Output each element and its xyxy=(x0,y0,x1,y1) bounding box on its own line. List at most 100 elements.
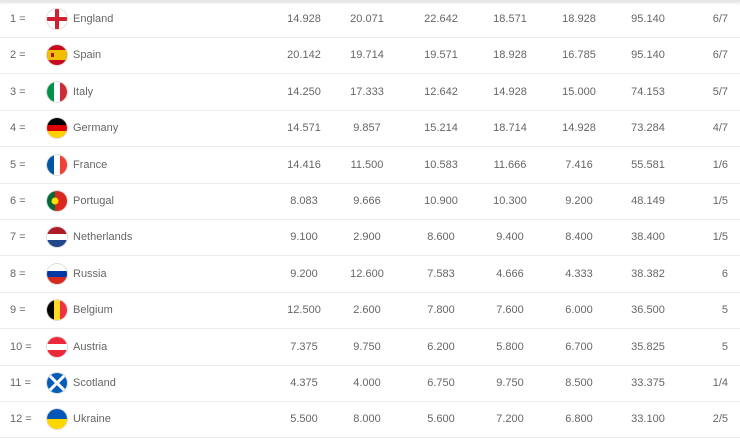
england-flag-icon xyxy=(47,9,67,29)
score-cell: 16.785 xyxy=(562,49,596,62)
score-cell: 9.100 xyxy=(290,231,318,244)
country-name[interactable]: Germany xyxy=(73,122,119,135)
rank: 1 = xyxy=(10,13,26,25)
country-name[interactable]: Scotland xyxy=(73,377,116,389)
score-cell: 9.200 xyxy=(290,267,318,280)
score-cell: 17.333 xyxy=(350,85,384,98)
score-cell: 18.928 xyxy=(493,49,527,62)
score-cell: 8.500 xyxy=(565,377,593,389)
record-cell: 6/7 xyxy=(712,49,728,62)
rank: 7 = xyxy=(10,231,26,244)
country-name[interactable]: England xyxy=(73,13,114,25)
score-cell: 14.928 xyxy=(287,13,321,25)
score-cell: 6.200 xyxy=(427,340,455,353)
rank: 6 = xyxy=(10,195,26,207)
table-row[interactable]: 7 = Netherlands 9.100 2.900 8.600 9.400 8.400 3… xyxy=(0,219,740,257)
score-cell: 7.200 xyxy=(496,413,524,426)
score-cell: 8.600 xyxy=(427,231,455,244)
score-cell: 6.000 xyxy=(565,304,593,317)
country-name[interactable]: Belgium xyxy=(73,304,113,317)
table-row[interactable]: 9 = Belgium 12.500 2.600 7.800 7.600 6.000 36.5… xyxy=(0,292,740,330)
table-row[interactable]: 8 = Russia 9.200 12.600 7.583 4.666 4.333 38.38… xyxy=(0,256,740,293)
score-cell: 18.928 xyxy=(562,13,596,25)
score-cell: 36.500 xyxy=(631,304,665,317)
table-row[interactable]: 4 = Germany 14.571 9.857 15.214 18.714 14.928 7… xyxy=(0,110,740,148)
country-name[interactable]: Portugal xyxy=(73,195,114,207)
score-cell: 95.140 xyxy=(631,13,665,25)
rank: 12 = xyxy=(10,413,32,426)
score-cell: 7.583 xyxy=(427,267,455,280)
score-cell: 22.642 xyxy=(424,13,458,25)
country-name[interactable]: Austria xyxy=(73,340,108,353)
italy-flag-icon xyxy=(47,81,67,102)
netherlands-flag-icon xyxy=(47,227,67,248)
score-cell: 11.500 xyxy=(350,158,384,171)
score-cell: 5.600 xyxy=(427,413,455,426)
rank: 4 = xyxy=(10,122,26,135)
table-row[interactable]: 2 = Spain 20.142 19.714 19.571 18.928 16.785 95… xyxy=(0,37,740,75)
country-name[interactable]: France xyxy=(73,158,108,171)
table-row[interactable]: 10 = Austria 7.375 9.750 6.200 5.800 6.700 35.8… xyxy=(0,329,740,366)
score-cell: 12.500 xyxy=(287,304,321,317)
country-name[interactable]: Spain xyxy=(73,49,102,62)
table-row[interactable]: 12 = Ukraine 5.500 8.000 5.600 7.200 6.800 33.1… xyxy=(0,401,740,439)
score-cell: 6.800 xyxy=(565,413,593,426)
score-cell: 12.600 xyxy=(350,267,384,280)
score-cell: 10.583 xyxy=(424,158,458,171)
score-cell: 35.825 xyxy=(631,340,665,353)
record-cell: 5/7 xyxy=(712,85,728,98)
portugal-flag-icon xyxy=(47,191,67,211)
score-cell: 15.214 xyxy=(424,122,458,135)
country-name[interactable]: Ukraine xyxy=(73,413,111,426)
russia-flag-icon xyxy=(47,263,67,284)
score-cell: 9.666 xyxy=(353,195,381,207)
rank: 9 = xyxy=(10,304,26,317)
belgium-flag-icon xyxy=(47,300,67,321)
record-cell: 6/7 xyxy=(712,13,728,25)
score-cell: 12.642 xyxy=(424,85,458,98)
score-cell: 7.416 xyxy=(565,158,593,171)
score-cell: 18.714 xyxy=(493,122,527,135)
score-cell: 14.571 xyxy=(287,122,321,135)
score-cell: 19.714 xyxy=(350,49,384,62)
score-cell: 14.416 xyxy=(287,158,321,171)
score-cell: 4.000 xyxy=(353,377,381,389)
score-cell: 10.300 xyxy=(493,195,527,207)
score-cell: 73.284 xyxy=(631,122,665,135)
rank: 5 = xyxy=(10,158,26,171)
top-divider xyxy=(0,0,740,2)
table-row[interactable]: 11 = Scotland 4.375 4.000 6.750 9.750 8.500 33.… xyxy=(0,365,740,402)
record-cell: 1/6 xyxy=(712,158,728,171)
score-cell: 48.149 xyxy=(631,195,665,207)
score-cell: 9.200 xyxy=(565,195,593,207)
score-cell: 4.666 xyxy=(496,267,524,280)
rank: 8 = xyxy=(10,267,26,280)
country-name[interactable]: Netherlands xyxy=(73,231,133,244)
score-cell: 2.600 xyxy=(353,304,381,317)
table-row[interactable]: 5 = France 14.416 11.500 10.583 11.666 7.416 55… xyxy=(0,147,740,184)
score-cell: 15.000 xyxy=(562,85,596,98)
score-cell: 14.928 xyxy=(493,85,527,98)
record-cell: 1/5 xyxy=(712,195,728,207)
score-cell: 19.571 xyxy=(424,49,458,62)
table-row[interactable]: 1 = England 14.928 20.071 22.642 18.571 18.928… xyxy=(0,1,740,38)
record-cell: 1/4 xyxy=(712,377,728,389)
rank: 10 = xyxy=(10,340,32,353)
rank: 11 = xyxy=(10,377,31,389)
country-name[interactable]: Russia xyxy=(73,267,107,280)
score-cell: 14.928 xyxy=(562,122,596,135)
record-cell: 1/5 xyxy=(712,231,728,244)
table-row[interactable]: 6 = Portugal 8.083 9.666 10.900 10.300 9.200 48… xyxy=(0,183,740,220)
country-name[interactable]: Italy xyxy=(73,85,94,98)
record-cell: 2/5 xyxy=(712,413,728,426)
score-cell: 9.857 xyxy=(353,122,381,135)
table-row[interactable]: 3 = Italy 14.250 17.333 12.642 14.928 15.000 74… xyxy=(0,74,740,111)
score-cell: 95.140 xyxy=(631,49,665,62)
score-cell: 55.581 xyxy=(631,158,665,171)
score-cell: 9.400 xyxy=(496,231,524,244)
france-flag-icon xyxy=(47,154,67,175)
score-cell: 11.666 xyxy=(493,158,527,171)
austria-flag-icon xyxy=(47,336,67,357)
ukraine-flag-icon xyxy=(47,409,67,430)
score-cell: 4.375 xyxy=(290,377,318,389)
